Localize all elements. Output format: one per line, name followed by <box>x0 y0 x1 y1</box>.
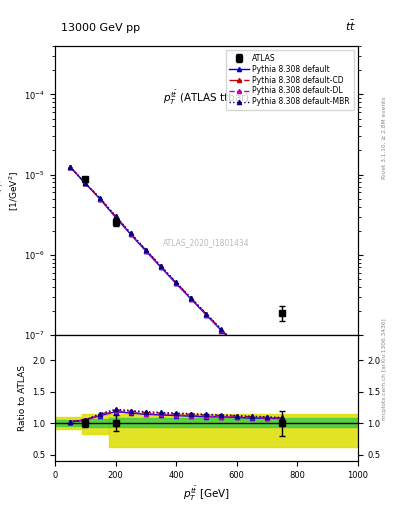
Pythia 8.308 default-DL <box>98 196 103 202</box>
Pythia 8.308 default-MBR <box>204 311 209 317</box>
Text: 13000 GeV pp: 13000 GeV pp <box>61 23 140 33</box>
Pythia 8.308 default <box>219 328 224 334</box>
Pythia 8.308 default-DL <box>174 280 178 286</box>
Pythia 8.308 default-DL <box>189 295 194 302</box>
Y-axis label: Ratio to ATLAS: Ratio to ATLAS <box>18 365 27 431</box>
Pythia 8.308 default-MBR <box>98 196 103 202</box>
Pythia 8.308 default-CD <box>174 280 178 286</box>
Pythia 8.308 default-DL <box>264 373 269 379</box>
Pythia 8.308 default-MBR <box>113 213 118 219</box>
Pythia 8.308 default-CD <box>219 327 224 333</box>
Pythia 8.308 default-DL <box>250 358 254 364</box>
Pythia 8.308 default-CD <box>204 311 209 317</box>
Pythia 8.308 default-CD <box>129 230 133 237</box>
Pythia 8.308 default-MBR <box>250 357 254 364</box>
Pythia 8.308 default-DL <box>68 164 73 170</box>
Pythia 8.308 default <box>129 231 133 238</box>
Pythia 8.308 default-MBR <box>143 247 148 253</box>
Pythia 8.308 default-MBR <box>174 279 178 285</box>
Pythia 8.308 default-MBR <box>68 164 73 170</box>
Y-axis label: $\frac{1}{\sigma}\frac{d\sigma}{d\left(p_T^{t\bar{t}}\right)}$
$[1/\mathrm{GeV}^: $\frac{1}{\sigma}\frac{d\sigma}{d\left(p… <box>0 170 22 210</box>
Pythia 8.308 default-DL <box>280 388 285 394</box>
Pythia 8.308 default-MBR <box>264 372 269 378</box>
Line: Pythia 8.308 default-MBR: Pythia 8.308 default-MBR <box>68 165 284 392</box>
Pythia 8.308 default <box>250 358 254 365</box>
Pythia 8.308 default-DL <box>129 231 133 237</box>
Pythia 8.308 default-MBR <box>129 230 133 236</box>
Pythia 8.308 default-MBR <box>159 263 163 269</box>
Pythia 8.308 default-MBR <box>219 326 224 332</box>
Pythia 8.308 default-MBR <box>234 342 239 348</box>
Pythia 8.308 default-DL <box>234 343 239 349</box>
Pythia 8.308 default <box>113 214 118 220</box>
Pythia 8.308 default <box>68 164 73 170</box>
Pythia 8.308 default-DL <box>219 327 224 333</box>
Pythia 8.308 default-CD <box>143 247 148 253</box>
Pythia 8.308 default <box>159 264 163 270</box>
Pythia 8.308 default <box>98 197 103 203</box>
Pythia 8.308 default-CD <box>83 180 88 186</box>
Pythia 8.308 default-MBR <box>189 295 194 301</box>
Pythia 8.308 default-CD <box>234 342 239 348</box>
Pythia 8.308 default <box>264 373 269 379</box>
Pythia 8.308 default-DL <box>83 180 88 186</box>
Pythia 8.308 default-CD <box>250 358 254 364</box>
Pythia 8.308 default <box>189 296 194 302</box>
Text: Rivet 3.1.10, ≥ 2.8M events: Rivet 3.1.10, ≥ 2.8M events <box>382 97 387 180</box>
Pythia 8.308 default-CD <box>113 214 118 220</box>
Text: mcplots.cern.ch [arXiv:1306.3436]: mcplots.cern.ch [arXiv:1306.3436] <box>382 318 387 419</box>
Pythia 8.308 default <box>83 180 88 186</box>
Pythia 8.308 default <box>174 281 178 287</box>
Pythia 8.308 default-DL <box>113 214 118 220</box>
Text: $t\bar{t}$: $t\bar{t}$ <box>345 19 356 33</box>
X-axis label: $p^{t\bar{t}}_{T}$ [GeV]: $p^{t\bar{t}}_{T}$ [GeV] <box>183 485 230 503</box>
Pythia 8.308 default-CD <box>98 196 103 202</box>
Pythia 8.308 default-CD <box>189 295 194 302</box>
Pythia 8.308 default-CD <box>159 263 163 269</box>
Pythia 8.308 default-MBR <box>280 387 285 393</box>
Pythia 8.308 default-CD <box>68 164 73 170</box>
Pythia 8.308 default-DL <box>204 312 209 318</box>
Pythia 8.308 default-DL <box>143 247 148 253</box>
Text: ATLAS_2020_I1801434: ATLAS_2020_I1801434 <box>163 238 250 247</box>
Line: Pythia 8.308 default-CD: Pythia 8.308 default-CD <box>68 165 284 392</box>
Legend: ATLAS, Pythia 8.308 default, Pythia 8.308 default-CD, Pythia 8.308 default-DL, P: ATLAS, Pythia 8.308 default, Pythia 8.30… <box>226 50 354 110</box>
Pythia 8.308 default-CD <box>280 387 285 393</box>
Line: Pythia 8.308 default: Pythia 8.308 default <box>68 165 284 393</box>
Line: Pythia 8.308 default-DL: Pythia 8.308 default-DL <box>68 165 284 393</box>
Pythia 8.308 default-CD <box>264 372 269 378</box>
Pythia 8.308 default <box>143 248 148 254</box>
Pythia 8.308 default <box>204 312 209 318</box>
Pythia 8.308 default <box>234 343 239 349</box>
Text: $p_T^{t\bar{t}}$ (ATLAS ttbar): $p_T^{t\bar{t}}$ (ATLAS ttbar) <box>163 89 250 107</box>
Pythia 8.308 default <box>280 388 285 394</box>
Pythia 8.308 default-DL <box>159 264 163 270</box>
Pythia 8.308 default-MBR <box>83 180 88 186</box>
